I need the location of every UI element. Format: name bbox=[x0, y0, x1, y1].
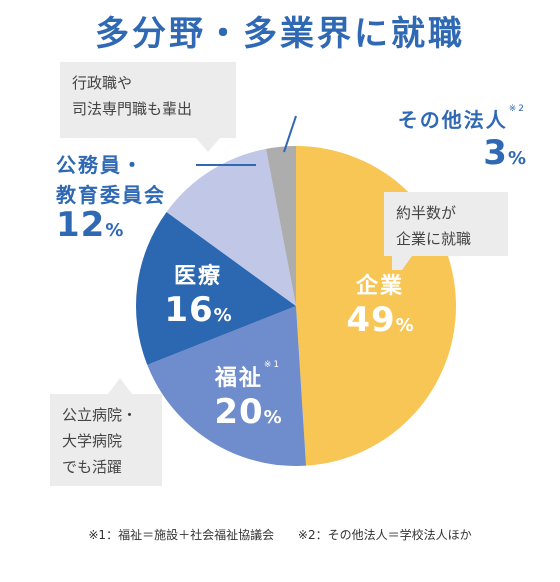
pie-slice-other bbox=[266, 146, 296, 306]
slice-name-gov-2: 教育委員会 bbox=[56, 183, 166, 207]
callout-corp-line-1: 約半数が bbox=[396, 204, 457, 222]
pie-slice-gov bbox=[166, 148, 296, 306]
slice-label-gov: 公務員・ 教育委員会 12% bbox=[56, 150, 216, 246]
slice-name-med: 医療 bbox=[173, 264, 222, 289]
slice-unit-corp: % bbox=[395, 315, 414, 336]
slice-value-other: 3 bbox=[483, 133, 508, 173]
callout-welf-line-2: 大学病院 bbox=[62, 432, 123, 450]
slice-unit-med: % bbox=[213, 305, 232, 326]
callout-corp-tail bbox=[392, 256, 412, 270]
callout-corp-line-2: 企業に就職 bbox=[396, 230, 472, 248]
callout-gov: 行政職や 司法専門職も輩出 bbox=[60, 62, 236, 138]
slice-value-gov: 12 bbox=[56, 205, 106, 245]
slice-label-corp: 企業 49% bbox=[330, 268, 430, 340]
slice-label-other: その他法人※2 3% bbox=[366, 104, 526, 173]
slice-label-med: 医療 16% bbox=[150, 258, 246, 330]
slice-name-gov-1: 公務員・ bbox=[56, 153, 144, 177]
callout-welf-line-1: 公立病院・ bbox=[62, 406, 138, 424]
pie-slice-med bbox=[136, 211, 296, 365]
callout-welf-line-3: でも活躍 bbox=[62, 458, 123, 476]
slice-unit-gov: % bbox=[105, 220, 124, 241]
callout-gov-tail bbox=[196, 138, 220, 152]
slice-value-corp: 49 bbox=[346, 300, 396, 340]
slice-unit-welf: % bbox=[263, 407, 282, 428]
slice-value-med: 16 bbox=[164, 290, 214, 330]
footnotes: ※1：福祉＝施設＋社会福祉協議会 ※2：その他法人＝学校法人ほか bbox=[0, 526, 560, 543]
pie-slice-welf bbox=[147, 306, 307, 466]
slice-name-corp: 企業 bbox=[355, 274, 404, 299]
slice-unit-other: % bbox=[507, 148, 526, 169]
gov-leader-line bbox=[196, 164, 256, 166]
callout-welf-tail bbox=[108, 378, 132, 394]
slice-value-welf: 20 bbox=[214, 392, 264, 432]
slice-mark-other: ※2 bbox=[508, 104, 526, 114]
footnote-1: ※1：福祉＝施設＋社会福祉協議会 bbox=[88, 528, 275, 542]
slice-mark-welf: ※1 bbox=[263, 360, 282, 370]
slice-label-welf: 福祉※1 20% bbox=[196, 360, 300, 432]
chart-title: 多分野・多業界に就職 bbox=[95, 14, 465, 54]
slice-name-other: その他法人 bbox=[397, 108, 508, 132]
callout-corp: 約半数が 企業に就職 bbox=[384, 192, 508, 256]
callout-gov-line-1: 行政職や bbox=[72, 74, 133, 92]
callout-welf: 公立病院・ 大学病院 でも活躍 bbox=[50, 394, 162, 486]
other-leader-line bbox=[283, 115, 297, 153]
footnote-2: ※2：その他法人＝学校法人ほか bbox=[297, 528, 472, 542]
slice-name-welf: 福祉 bbox=[214, 366, 263, 391]
callout-gov-line-2: 司法専門職も輩出 bbox=[72, 100, 193, 118]
